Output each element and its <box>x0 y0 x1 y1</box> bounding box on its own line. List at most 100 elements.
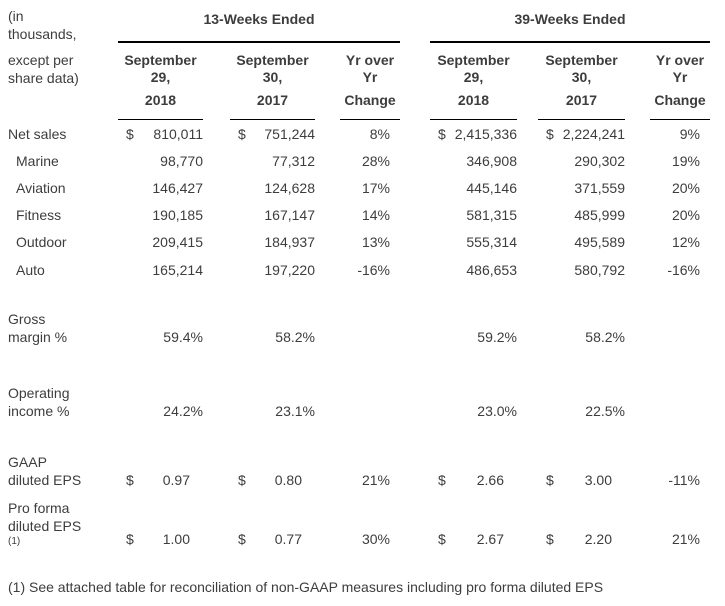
cell-39wk-change: 12% <box>650 234 710 250</box>
cell-39wk-2018: $2.67 <box>430 531 517 549</box>
cell-39wk-change: 9% <box>650 126 710 142</box>
column-header-date: September 30, <box>545 52 618 85</box>
cell-39wk-2017: $2.20 <box>538 531 625 549</box>
cell-39wk-2018: 445,146 <box>430 180 517 196</box>
cell-13wk-2018: $0.97 <box>118 472 203 490</box>
cell-13wk-change: 30% <box>340 531 400 549</box>
cell-value: 77,312 <box>272 152 315 169</box>
cell-value: 290,302 <box>574 152 625 169</box>
table-row-auto: Auto 165,214 197,220 -16% 486,653 580,79… <box>8 256 725 283</box>
cell-39wk-2018: 59.2% <box>430 329 517 347</box>
row-label: Outdoor <box>16 234 67 251</box>
dollar-sign: $ <box>546 125 554 142</box>
cell-value: -16% <box>357 261 390 278</box>
cell-39wk-2018: $2,415,336 <box>430 126 517 142</box>
row-label: Gross margin % <box>8 311 118 346</box>
dollar-sign: $ <box>238 530 246 547</box>
row-label-line: GAAP <box>8 454 47 471</box>
column-header-year: Change <box>654 92 706 108</box>
column-header-39wk-change: Yr over Yr Change <box>650 43 710 120</box>
period-group-title-13-weeks: 13-Weeks Ended <box>118 0 400 43</box>
cell-39wk-change: 20% <box>650 207 710 223</box>
corner-note-paragraph: (in thousands, <box>8 8 118 43</box>
cell-39wk-2017: $2,224,241 <box>538 126 625 142</box>
cell-value: 12% <box>671 234 700 251</box>
table-row-marine: Marine 98,770 77,312 28% 346,908 290,302… <box>8 147 725 174</box>
cell-13wk-2018: 24.2% <box>118 403 203 421</box>
footnote: (1) See attached table for reconciliatio… <box>8 579 604 596</box>
cell-value: 0.77 <box>274 530 302 547</box>
cell-value: 13% <box>361 234 390 251</box>
cell-13wk-2017: 197,220 <box>230 262 315 278</box>
column-header-39wk-2017: September 30, 2017 <box>538 43 625 120</box>
corner-note-line: share data) <box>8 69 79 86</box>
table-row-outdoor: Outdoor 209,415 184,937 13% 555,314 495,… <box>8 229 725 256</box>
cell-value: 751,244 <box>264 125 315 142</box>
cell-value: 17% <box>361 179 390 196</box>
row-label-line: diluted EPS <box>8 471 82 488</box>
column-header-year: 2018 <box>144 92 177 108</box>
table-row-pro-forma-diluted-eps: Pro forma diluted EPS (1) $1.00 $0.77 30… <box>8 497 725 548</box>
cell-value: 19% <box>671 152 700 169</box>
corner-note: (in thousands, except per share data) <box>8 0 118 120</box>
cell-13wk-2018: $1.00 <box>118 531 203 549</box>
corner-note-line: (in <box>8 8 24 24</box>
cell-13wk-2018: 190,185 <box>118 207 203 223</box>
row-label-line: income % <box>8 402 70 419</box>
cell-value: 0.80 <box>274 471 302 488</box>
cell-value: -11% <box>668 471 700 488</box>
cell-13wk-2018: 59.4% <box>118 329 203 347</box>
cell-39wk-2018: 581,315 <box>430 207 517 223</box>
cell-13wk-2017: $751,244 <box>230 126 315 142</box>
cell-39wk-2018: 555,314 <box>430 234 517 250</box>
dollar-sign: $ <box>546 471 554 488</box>
cell-value: 24.2% <box>163 402 203 419</box>
row-label: Auto <box>16 261 45 278</box>
cell-value: 184,937 <box>264 234 315 251</box>
cell-value: 58.2% <box>585 328 625 345</box>
row-label-line: Operating <box>8 385 70 402</box>
cell-13wk-2018: 209,415 <box>118 234 203 250</box>
corner-note-line: except per <box>8 52 74 68</box>
column-header-date: September 29, <box>437 52 510 85</box>
cell-value: 167,147 <box>264 207 315 224</box>
table-row-aviation: Aviation 146,427 124,628 17% 445,146 371… <box>8 174 725 201</box>
cell-value: 371,559 <box>574 179 625 196</box>
corner-note-paragraph: except per share data) <box>8 52 118 87</box>
cell-39wk-2017: 495,589 <box>538 234 625 250</box>
footnote-marker: (1) <box>8 536 21 548</box>
dollar-sign: $ <box>438 125 446 142</box>
cell-value: 20% <box>671 179 700 196</box>
dollar-sign: $ <box>238 471 246 488</box>
cell-13wk-2018: $810,011 <box>118 126 203 142</box>
column-header-date: Yr over Yr <box>345 52 395 85</box>
dollar-sign: $ <box>126 471 134 488</box>
column-header-date: Yr over Yr <box>655 52 705 85</box>
cell-value: 445,146 <box>466 179 517 196</box>
column-header-year: 2017 <box>565 92 598 108</box>
cell-39wk-2017: 580,792 <box>538 262 625 278</box>
column-header-13wk-change: Yr over Yr Change <box>340 43 400 120</box>
row-label-line: Pro forma <box>8 500 70 517</box>
table-row-net-sales: Net sales $810,011 $751,244 8% $2,415,33… <box>8 120 725 147</box>
cell-value: -16% <box>667 261 700 278</box>
row-label: Aviation <box>16 179 66 196</box>
cell-value: 146,427 <box>152 179 203 196</box>
cell-13wk-2017: 184,937 <box>230 234 315 250</box>
cell-39wk-change: 20% <box>650 180 710 196</box>
cell-value: 209,415 <box>152 234 203 251</box>
cell-value: 14% <box>361 207 390 224</box>
row-label-line: Gross <box>8 311 46 328</box>
cell-39wk-change: 19% <box>650 153 710 169</box>
cell-39wk-2018: 23.0% <box>430 403 517 421</box>
row-label-line: margin % <box>8 328 68 345</box>
cell-value: 23.1% <box>275 402 315 419</box>
cell-13wk-2017: 58.2% <box>230 329 315 347</box>
cell-39wk-change: -11% <box>650 472 710 490</box>
cell-value: 165,214 <box>152 261 203 278</box>
dollar-sign: $ <box>126 530 134 547</box>
cell-39wk-change: -16% <box>650 262 710 278</box>
dollar-sign: $ <box>438 530 446 547</box>
cell-39wk-2017: $3.00 <box>538 472 625 490</box>
